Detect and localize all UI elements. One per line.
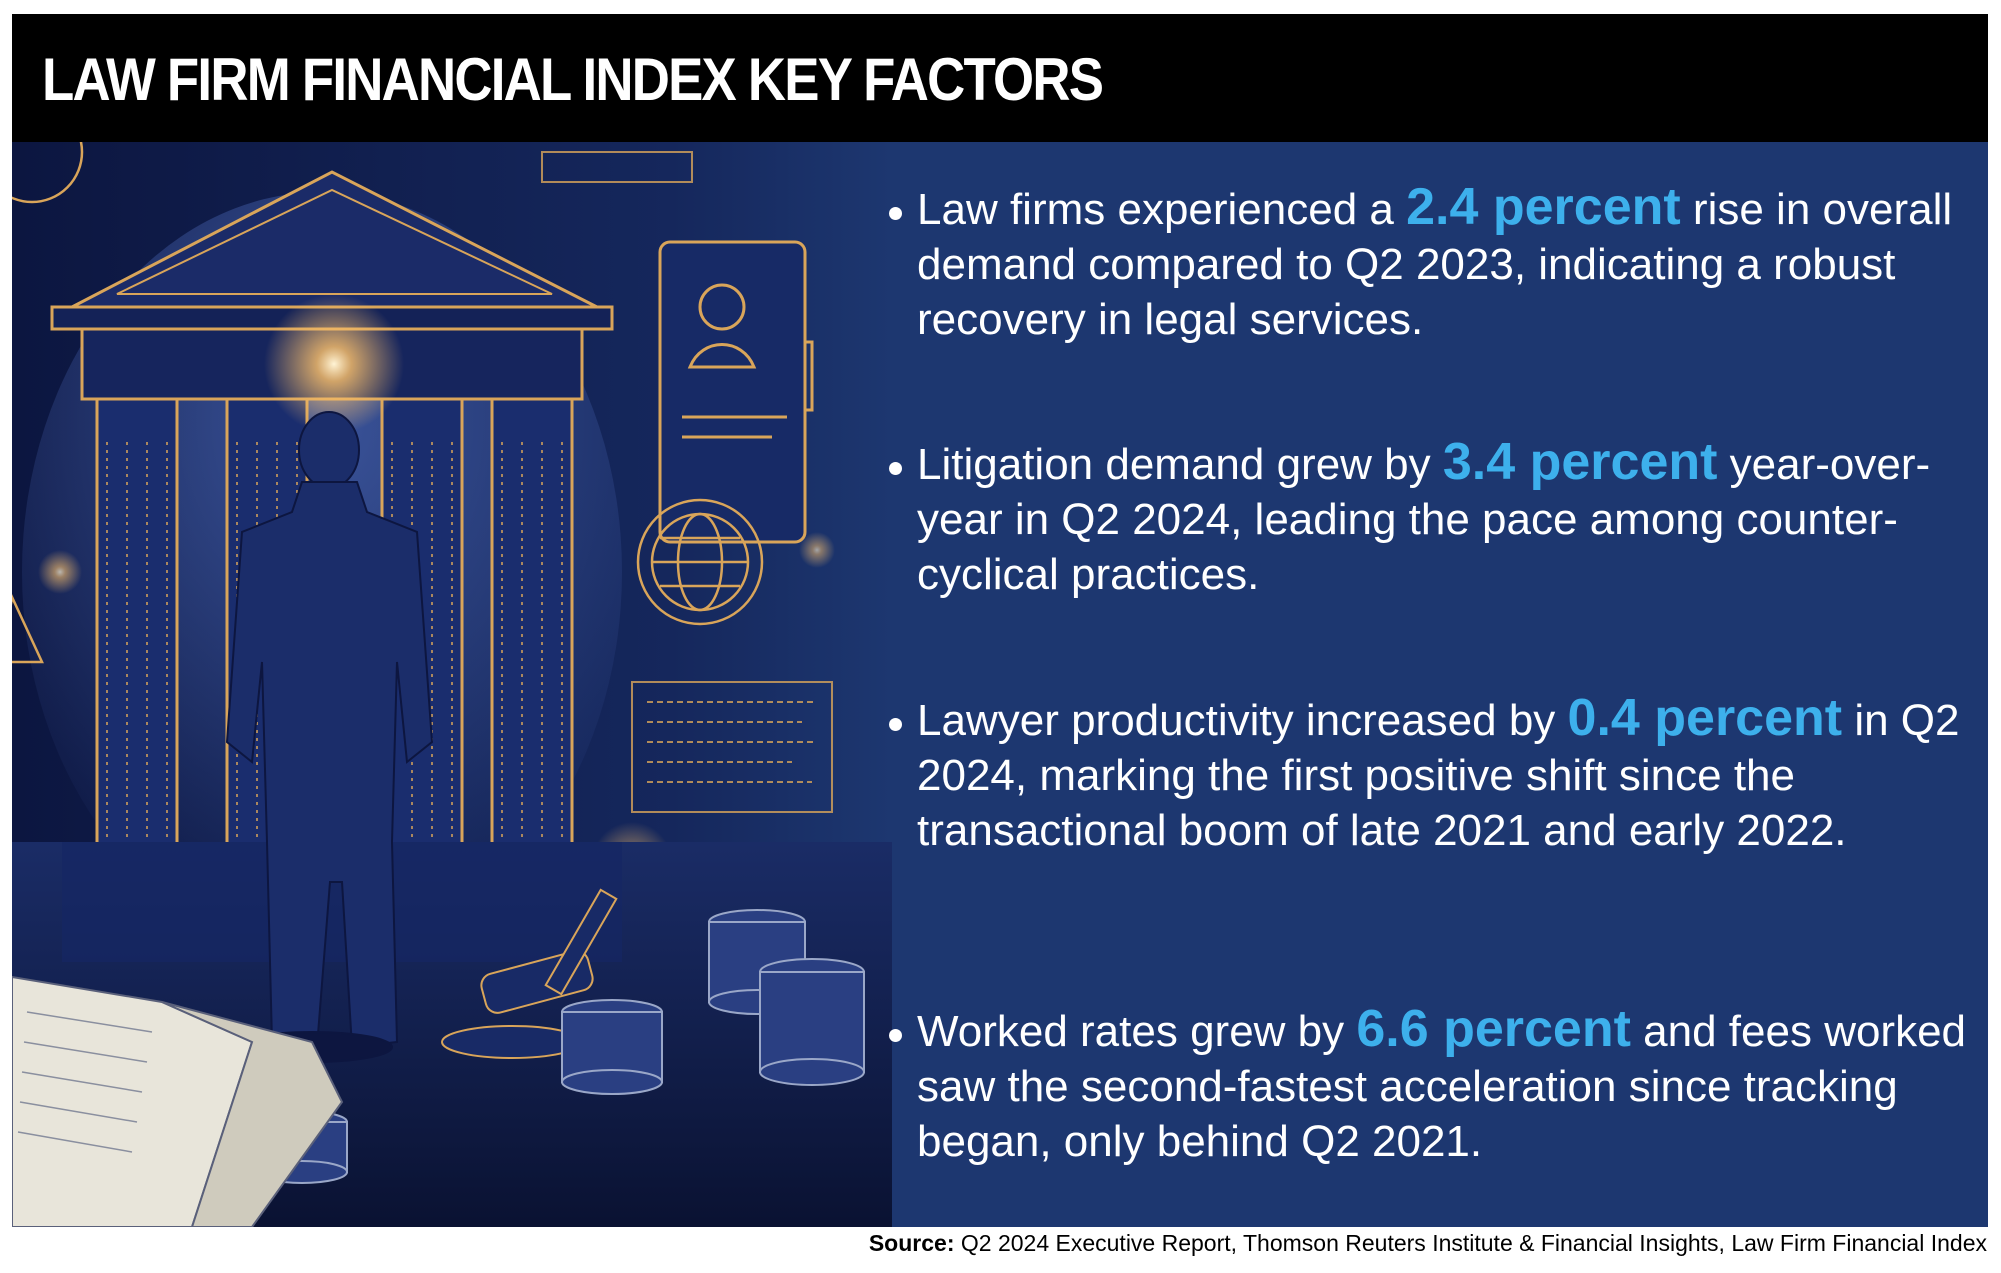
id-card-icon — [658, 240, 814, 544]
highlight-value: 2.4 percent — [1406, 178, 1681, 236]
bullet-icon — [889, 1029, 902, 1042]
list-item: Litigation demand grew by 3.4 percent ye… — [887, 435, 1977, 602]
source-citation: Source: Q2 2024 Executive Report, Thomso… — [869, 1230, 1987, 1257]
scales-icon — [12, 142, 84, 664]
page-title: LAW FIRM FINANCIAL INDEX KEY FACTORS — [42, 46, 1104, 113]
bullet-text: Worked rates grew by 6.6 percent and fee… — [917, 1000, 1967, 1167]
bullet-icon — [889, 207, 902, 220]
content-panel: Law firms experienced a 2.4 percent rise… — [12, 142, 1988, 1227]
bullet-icon — [889, 718, 902, 731]
highlight-value: 6.6 percent — [1356, 1000, 1631, 1058]
source-text: Q2 2024 Executive Report, Thomson Reuter… — [954, 1230, 1987, 1256]
header-bar: LAW FIRM FINANCIAL INDEX KEY FACTORS — [12, 14, 1988, 142]
globe-icon — [636, 498, 764, 626]
highlight-value: 0.4 percent — [1567, 689, 1843, 747]
bullet-icon — [889, 462, 902, 475]
source-label: Source: — [868, 1230, 955, 1256]
bullet-text: Law firms experienced a 2.4 percent rise… — [917, 178, 1953, 345]
bullet-text: Litigation demand grew by 3.4 percent ye… — [917, 433, 1931, 600]
list-item: Law firms experienced a 2.4 percent rise… — [887, 180, 1977, 347]
list-item: Lawyer productivity increased by 0.4 per… — [887, 691, 1977, 858]
law-illustration — [12, 142, 892, 1227]
person-silhouette-icon — [225, 411, 434, 1063]
open-book-icon — [12, 975, 344, 1227]
bullet-text: Lawyer productivity increased by 0.4 per… — [917, 689, 1960, 856]
highlight-value: 3.4 percent — [1442, 433, 1718, 491]
list-item: Worked rates grew by 6.6 percent and fee… — [887, 1002, 1977, 1169]
